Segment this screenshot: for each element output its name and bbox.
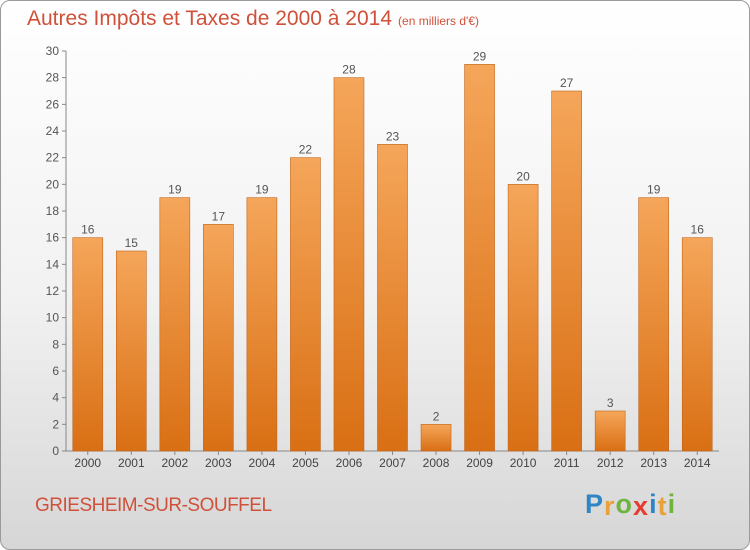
y-tick-label: 24 [46,124,60,138]
y-tick-label: 4 [52,391,59,405]
bar [681,237,713,452]
y-tick-label: 20 [46,177,60,191]
bar [464,64,495,452]
bar [203,224,234,452]
y-tick-label: 12 [46,284,60,298]
x-tick-label: 2011 [554,456,580,470]
bar [290,157,321,452]
y-tick-label: 18 [46,204,60,218]
title-unit: (en milliers d'€) [398,14,480,28]
x-tick-label: 2014 [684,456,711,470]
x-tick-label: 2013 [640,456,667,470]
y-tick-label: 10 [46,311,60,325]
y-tick-label: 0 [52,444,59,458]
data-label: 17 [212,209,226,223]
y-tick-label: 8 [52,337,59,351]
logo-letter: i [649,489,658,519]
logo-letter: P [585,489,605,519]
logo-letter: t [657,491,668,521]
data-label: 16 [691,223,705,237]
y-tick-label: 22 [46,151,60,165]
commune-name: GRIESHEIM-SUR-SOUFFEL [35,495,272,516]
x-tick-label: 2000 [74,456,101,470]
y-tick-label: 16 [46,231,60,245]
x-tick-label: 2006 [336,456,363,470]
y-tick-label: 6 [52,364,59,378]
data-label: 3 [607,396,614,410]
data-label: 19 [168,183,182,197]
bar [72,237,104,452]
x-tick-label: 2008 [423,456,450,470]
bar [638,197,670,452]
x-tick-label: 2012 [597,456,624,470]
x-tick-label: 2009 [466,456,493,470]
proxiti-logo: Proxiti [585,489,677,521]
data-label: 19 [647,183,661,197]
bar [377,144,408,452]
data-label: 29 [473,49,487,63]
data-label: 16 [81,223,95,237]
bar [116,250,147,452]
bar [551,90,582,452]
bar [246,197,278,452]
chart-title: Autres Impôts et Taxes de 2000 à 2014 (en… [27,7,479,31]
data-label: 28 [342,63,356,77]
x-tick-label: 2004 [249,456,276,470]
x-tick-label: 2002 [161,456,188,470]
data-label: 19 [255,183,269,197]
data-label: 22 [299,143,313,157]
x-tick-label: 2010 [510,456,537,470]
bar [594,410,626,452]
logo-letter: r [604,491,616,521]
data-label: 27 [560,76,574,90]
logo-letter: x [633,491,650,521]
data-label: 20 [516,169,530,183]
bar [159,197,191,452]
x-tick-label: 2003 [205,456,232,470]
data-label: 23 [386,129,400,143]
bar [420,424,452,452]
title-main: Autres Impôts et Taxes de 2000 à 2014 [27,7,393,30]
x-tick-label: 2007 [379,456,406,470]
logo-letter: i [667,489,677,519]
y-tick-label: 14 [46,257,60,271]
bar [507,184,539,452]
logo-letter: o [615,489,634,519]
data-label: 15 [125,236,139,250]
data-label: 2 [433,409,440,423]
x-tick-label: 2005 [292,456,319,470]
x-tick-label: 2001 [118,456,145,470]
y-tick-label: 2 [52,417,59,431]
y-tick-label: 26 [46,97,60,111]
bar [333,77,365,452]
y-tick-label: 30 [46,44,60,58]
y-tick-label: 28 [46,71,60,85]
